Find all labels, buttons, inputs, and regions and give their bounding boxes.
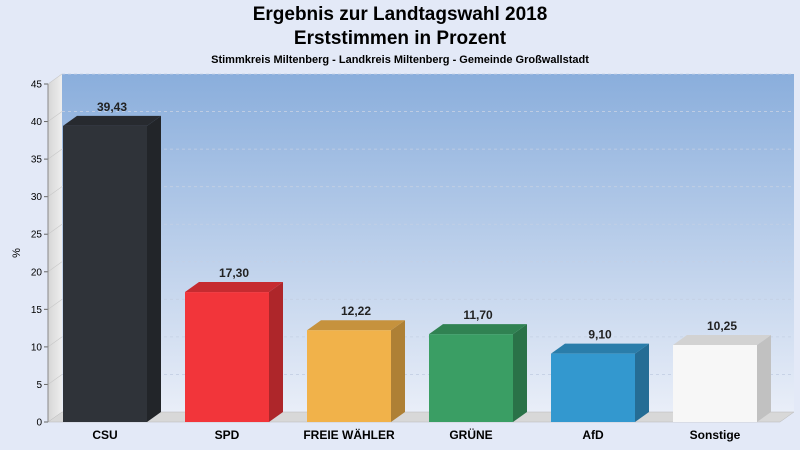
grid-lines xyxy=(47,73,794,385)
bar-side xyxy=(513,324,527,422)
x-tick-label: CSU xyxy=(92,428,117,442)
y-tick-label: 35 xyxy=(31,155,43,166)
x-tick-label: GRÜNE xyxy=(449,427,492,442)
data-label: 11,70 xyxy=(463,308,493,322)
grid-line-side xyxy=(47,299,63,310)
plot-back-wall xyxy=(62,74,794,412)
data-label: 39,43 xyxy=(97,100,127,114)
bar-front xyxy=(673,345,757,422)
bar-side xyxy=(269,282,283,422)
y-axis: 0 5 10 15 20 25 30 35 40 45% xyxy=(11,80,49,429)
chart-title: Ergebnis zur Landtagswahl 2018 xyxy=(252,4,548,25)
x-tick-label: FREIE WÄHLER xyxy=(303,427,395,442)
bar-top xyxy=(429,324,527,335)
y-tick-label: 20 xyxy=(31,267,43,278)
y-tick-label: 25 xyxy=(31,230,43,241)
bar-front xyxy=(63,125,147,423)
bars xyxy=(63,115,771,423)
bar-spd xyxy=(185,282,283,422)
bar-front xyxy=(307,330,391,422)
bar-top xyxy=(307,320,405,331)
bar-front xyxy=(429,334,513,422)
bar-top xyxy=(185,282,283,293)
bar-grüne xyxy=(429,324,527,422)
bar-side xyxy=(635,343,649,422)
data-label: 10,25 xyxy=(707,319,737,333)
y-tick-label: 45 xyxy=(31,80,43,91)
data-label: 9,10 xyxy=(588,328,612,342)
y-tick-label: 40 xyxy=(31,117,43,128)
x-tick-label: AfD xyxy=(582,428,604,442)
data-label: 12,22 xyxy=(341,304,371,318)
bar-freie-wähler xyxy=(307,320,405,422)
chart-subtitle: Erststimmen in Prozent xyxy=(293,28,507,49)
y-tick-label: 30 xyxy=(31,192,43,203)
bar-side xyxy=(147,115,161,423)
bar-side xyxy=(391,320,405,422)
grid-line-side xyxy=(47,148,63,160)
bar-top xyxy=(551,343,649,354)
bar-front xyxy=(185,292,269,422)
grid-line-side xyxy=(47,336,63,348)
y-tick-label: 15 xyxy=(31,305,43,316)
bar-csu xyxy=(63,115,161,423)
grid-line-side xyxy=(47,73,63,85)
data-label: 17,30 xyxy=(219,266,249,280)
x-tick-label: SPD xyxy=(215,428,240,442)
bar-front xyxy=(551,353,635,422)
y-tick-label: 0 xyxy=(36,418,42,429)
grid-line-side xyxy=(47,374,63,385)
plot-left-wall xyxy=(48,74,62,422)
grid-line-side xyxy=(47,261,63,273)
bar-top xyxy=(673,335,771,346)
bar-top xyxy=(63,115,161,126)
y-tick-label: 10 xyxy=(31,342,43,353)
bar-sonstige xyxy=(673,335,771,422)
y-tick-label: 5 xyxy=(36,380,42,391)
bar-side xyxy=(757,335,771,422)
bar-afd xyxy=(551,343,649,422)
y-axis-title: % xyxy=(11,248,23,258)
grid-line-side xyxy=(47,111,63,122)
labels: 39,43 CSU 17,30 SPD 12,22 FREIE WÄHLER 11,70 GR… xyxy=(92,100,740,442)
grid-line-side xyxy=(47,223,63,235)
chart-region-subtitle: Stimmkreis Miltenberg - Landkreis Milten… xyxy=(211,54,589,66)
x-tick-label: Sonstige xyxy=(690,428,741,442)
grid-line-side xyxy=(47,186,63,197)
